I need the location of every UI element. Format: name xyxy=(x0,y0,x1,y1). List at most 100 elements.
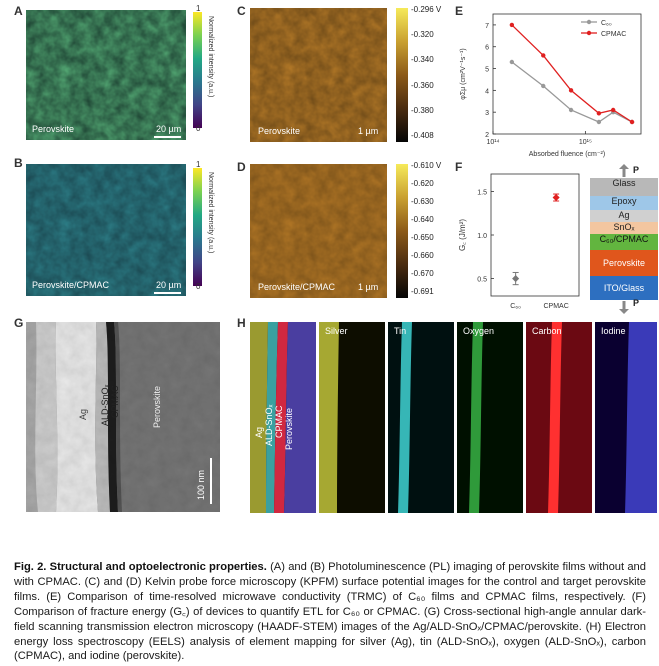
e-series-line-1 xyxy=(511,24,633,123)
panel-a-label: Perovskite xyxy=(32,124,75,134)
e-point-1-5 xyxy=(629,119,635,125)
panel-c-label: Perovskite xyxy=(258,126,301,136)
panel-b-cb-top: 1 xyxy=(196,160,201,169)
e-ylabel: φΣμ (cm²V⁻¹s⁻¹) xyxy=(460,48,467,99)
panel-c-scalebar: 1 µm xyxy=(358,126,379,136)
e-point-0-1 xyxy=(541,83,546,89)
h-label-perovskite: Perovskite xyxy=(284,407,294,450)
e-legend-label-1: CPMAC xyxy=(601,31,626,38)
panel-c-cb-tick-0: -0.296 V xyxy=(411,5,442,14)
f-frame xyxy=(490,173,580,297)
e-point-1-4 xyxy=(610,107,616,113)
trmc-chart: 2 3 4 5 6 7 10¹⁴ 10¹⁵ Absorbed fluence (cm⁻²) φΣμ… xyxy=(460,13,642,158)
panel-d-cb-tick-0: -0.610 V xyxy=(411,161,442,170)
e-point-0-2 xyxy=(568,107,574,113)
panel-d-letter: D xyxy=(237,160,246,174)
g-label-perovskite: Perovskite xyxy=(152,385,162,428)
stack-ag: Ag xyxy=(590,210,658,222)
stack-ito-glass: ITO/Glass xyxy=(590,276,658,300)
panel-c-cb-tick-1: -0.320 xyxy=(411,30,434,40)
e-legend-marker-1 xyxy=(586,30,592,36)
eels-overlay: Ag ALD-SnOₓ CPMAC Perovskite xyxy=(250,322,316,513)
figure-caption: Fig. 2. Structural and optoelectronic pr… xyxy=(14,560,646,664)
stack-glass: Glass xyxy=(590,178,658,196)
e-point-1-3 xyxy=(596,111,602,116)
panel-b-cb-bottom: 0 xyxy=(196,282,201,291)
e-ytick-label: 4 xyxy=(485,88,489,95)
eels-map-carbon-title: Carbon xyxy=(532,326,562,336)
panel-b-scalebar: 20 µm xyxy=(156,280,182,290)
h-label-cpmac: CPMAC xyxy=(274,405,284,438)
eels-map-oxygen: Oxygen xyxy=(457,322,523,513)
panel-d-cb-tick-1: -0.620 xyxy=(411,179,434,188)
g-label-ag: Ag xyxy=(78,408,88,420)
eels-map-oxygen-title: Oxygen xyxy=(463,326,495,336)
panel-a-cb-top: 1 xyxy=(196,4,201,13)
e-xtick-label: 10¹⁴ xyxy=(486,139,499,146)
eels-map-tin-title: Tin xyxy=(394,326,407,336)
eels-map-iodine: Iodine xyxy=(595,322,657,513)
e-point-0-0 xyxy=(509,59,515,65)
kpfm-image-perovskite: Perovskite 1 µm xyxy=(250,8,387,142)
eels-map-carbon: Carbon xyxy=(526,322,592,513)
e-point-1-2 xyxy=(568,88,574,93)
f-point-1 xyxy=(552,193,560,202)
panel-b-scalebar-line xyxy=(154,292,181,294)
e-point-1-1 xyxy=(541,53,546,58)
g-scalebar-line xyxy=(210,458,212,504)
panel-d-cb-tick-5: -0.660 xyxy=(411,251,434,260)
panel-d-cb-tick-7: -0.691 xyxy=(411,287,434,296)
panel-a-cb-bottom: 0 xyxy=(196,124,201,133)
panel-a-scalebar-line xyxy=(154,136,181,138)
panel-a-cb-title: Normalized intensity (a.u.) xyxy=(207,16,214,98)
panel-f-letter: F xyxy=(455,160,463,174)
haadf-stem-image: Ag ALD-SnOₓ CPMAC Perovskite 100 nm xyxy=(26,322,220,512)
caption-body: (A) and (B) Photoluminescence (PL) imagi… xyxy=(14,561,646,663)
panel-b-label: Perovskite/CPMAC xyxy=(32,280,110,290)
panel-d-scalebar: 1 µm xyxy=(358,282,379,292)
pl-image-perovskite: Perovskite 20 µm xyxy=(26,10,186,140)
f-ytick-label: 0.5 xyxy=(477,277,487,284)
panel-c-colorbar xyxy=(396,8,408,142)
panel-a-scalebar: 20 µm xyxy=(156,124,182,134)
panel-d-cb-tick-2: -0.630 xyxy=(411,197,434,206)
panel-d-cb-tick-4: -0.650 xyxy=(411,233,434,242)
panel-e-letter: E xyxy=(455,4,464,18)
g-label-snox: ALD-SnOₓ xyxy=(100,384,110,426)
eels-map-iodine-title: Iodine xyxy=(601,326,626,336)
f-xcat-0: C₆₀ xyxy=(510,303,521,310)
e-point-1-0 xyxy=(509,22,515,28)
eels-map-silver: Silver xyxy=(319,322,385,513)
pull-arrows xyxy=(619,164,629,314)
eels-map-tin: Tin xyxy=(388,322,454,513)
caption-title: Fig. 2. Structural and optoelectronic pr… xyxy=(14,561,267,573)
stack-epoxy: Epoxy xyxy=(590,196,658,210)
stack-c60-cpmac: C₆₀/CPMAC xyxy=(590,234,658,250)
panel-a-letter: A xyxy=(14,4,23,18)
f-ytick-label: 1.0 xyxy=(477,233,487,240)
panel-a-colorbar xyxy=(193,12,202,128)
g-label-cpmac: CPMAC xyxy=(110,385,120,418)
panel-c-cb-tick-5: -0.408 xyxy=(411,131,434,140)
panel-d-label: Perovskite/CPMAC xyxy=(258,282,336,292)
panel-d-cb-tick-6: -0.670 xyxy=(411,269,434,278)
panel-c-cb-tick-3: -0.360 xyxy=(411,80,434,90)
f-ytick-label: 1.5 xyxy=(477,189,487,196)
e-series-line-0 xyxy=(511,61,633,123)
f-ylabel: G꜀ (J/m²) xyxy=(458,219,467,251)
e-frame xyxy=(492,13,642,135)
e-legend-label-0: C₆₀ xyxy=(601,20,612,27)
panel-c-cb-tick-4: -0.380 xyxy=(411,105,434,115)
pull-label-bottom: P xyxy=(633,298,640,308)
panel-d-colorbar xyxy=(396,164,408,298)
panel-b-colorbar xyxy=(193,168,202,286)
e-xlabel: Absorbed fluence (cm⁻²) xyxy=(529,151,605,158)
e-ytick-label: 2 xyxy=(485,132,489,139)
panel-b-cb-title: Normalized intensity (a.u.) xyxy=(207,172,214,254)
panel-g-letter: G xyxy=(14,316,24,330)
e-legend-marker-0 xyxy=(586,19,592,25)
h-label-snox: ALD-SnOₓ xyxy=(264,404,274,446)
panel-c-cb-tick-2: -0.340 xyxy=(411,55,434,65)
e-ytick-label: 7 xyxy=(485,23,489,30)
panel-h-letter: H xyxy=(237,316,246,330)
